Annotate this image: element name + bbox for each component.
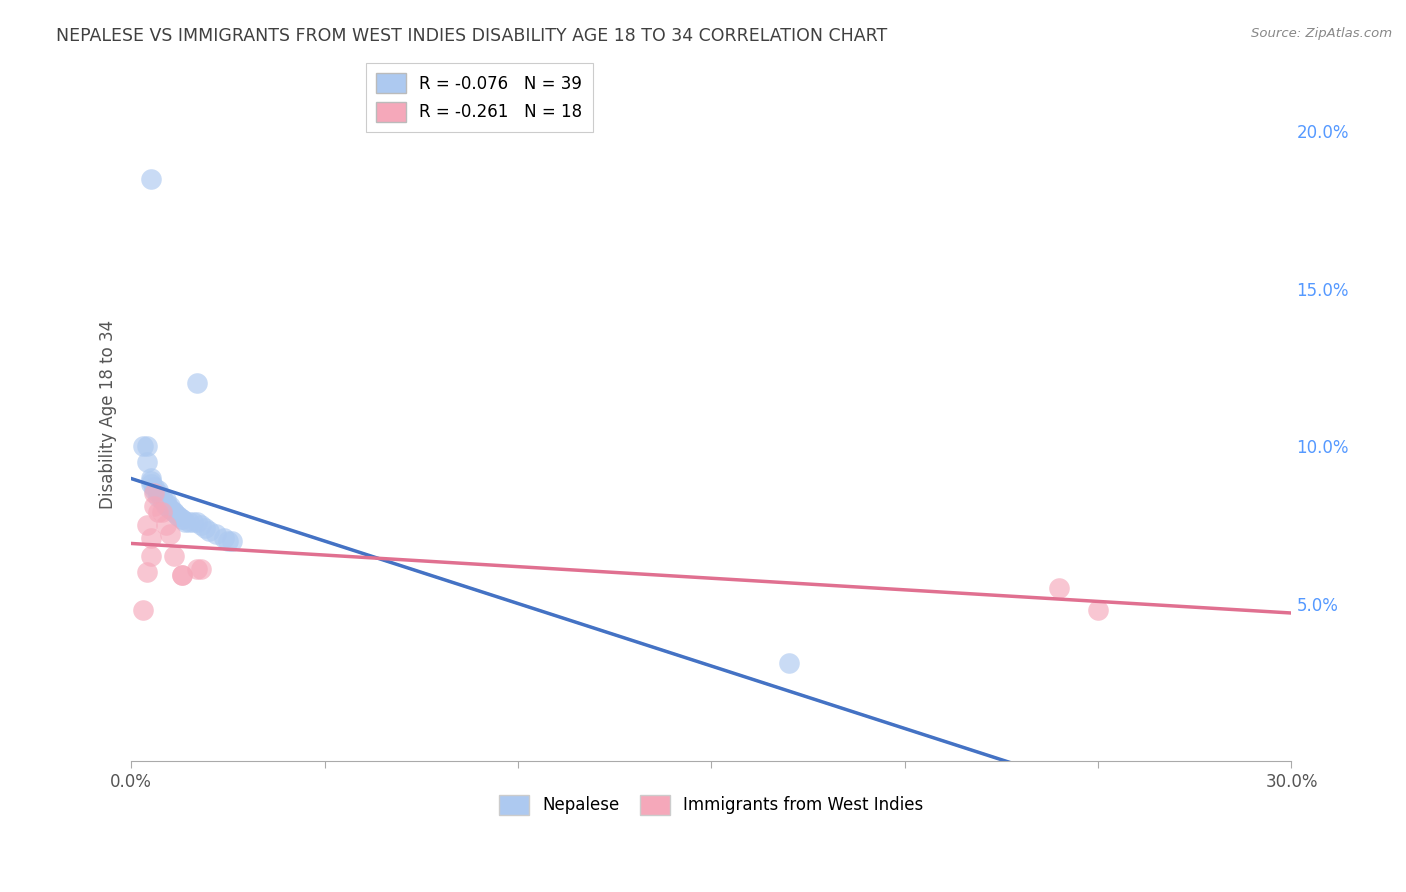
Point <box>148 505 170 519</box>
Point <box>170 568 193 582</box>
Point <box>190 562 212 576</box>
Point <box>1087 603 1109 617</box>
Point <box>163 505 186 519</box>
Point <box>148 483 170 498</box>
Point <box>139 171 162 186</box>
Point <box>139 549 162 564</box>
Point <box>159 499 181 513</box>
Point <box>135 439 157 453</box>
Point <box>155 518 177 533</box>
Point <box>174 515 197 529</box>
Point <box>135 455 157 469</box>
Point <box>186 376 208 391</box>
Point <box>186 515 208 529</box>
Point <box>778 657 800 671</box>
Point <box>155 499 177 513</box>
Point <box>181 515 204 529</box>
Point <box>155 496 177 510</box>
Point <box>194 521 217 535</box>
Point <box>143 499 166 513</box>
Point <box>1047 581 1070 595</box>
Point <box>221 533 243 548</box>
Point <box>159 502 181 516</box>
Point <box>148 486 170 500</box>
Point <box>150 490 173 504</box>
Point <box>135 565 157 579</box>
Point <box>217 533 239 548</box>
Point <box>143 483 166 498</box>
Point <box>197 524 219 539</box>
Point <box>170 511 193 525</box>
Point <box>132 603 155 617</box>
Point <box>170 511 193 525</box>
Point <box>170 568 193 582</box>
Point <box>139 474 162 488</box>
Point <box>159 502 181 516</box>
Point <box>212 531 235 545</box>
Point <box>205 527 228 541</box>
Legend: Nepalese, Immigrants from West Indies: Nepalese, Immigrants from West Indies <box>499 795 924 815</box>
Point <box>186 562 208 576</box>
Point <box>143 486 166 500</box>
Point <box>190 518 212 533</box>
Point <box>179 515 201 529</box>
Point <box>148 490 170 504</box>
Point <box>166 508 188 523</box>
Point <box>166 508 188 523</box>
Point <box>132 439 155 453</box>
Point <box>155 492 177 507</box>
Point <box>143 480 166 494</box>
Text: Source: ZipAtlas.com: Source: ZipAtlas.com <box>1251 27 1392 40</box>
Text: NEPALESE VS IMMIGRANTS FROM WEST INDIES DISABILITY AGE 18 TO 34 CORRELATION CHAR: NEPALESE VS IMMIGRANTS FROM WEST INDIES … <box>56 27 887 45</box>
Point <box>139 477 162 491</box>
Point <box>150 505 173 519</box>
Point <box>139 471 162 485</box>
Point <box>139 531 162 545</box>
Point <box>159 527 181 541</box>
Y-axis label: Disability Age 18 to 34: Disability Age 18 to 34 <box>100 320 117 509</box>
Point <box>135 518 157 533</box>
Point <box>150 492 173 507</box>
Point <box>163 505 186 519</box>
Point <box>163 549 186 564</box>
